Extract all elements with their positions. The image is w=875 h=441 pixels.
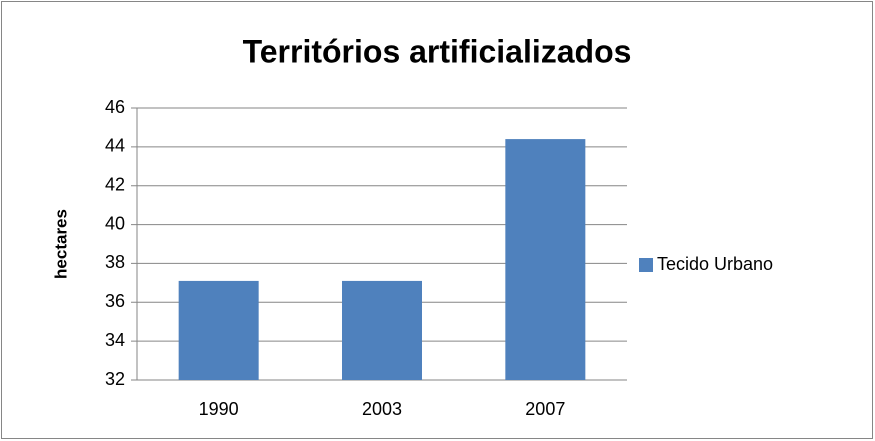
y-tick-label: 44 [105,136,125,156]
y-tick-label: 36 [105,291,125,311]
y-tick-label: 32 [105,369,125,389]
bar [178,280,259,380]
y-axis-label: hectares [51,209,70,279]
bar [342,280,422,380]
bar [505,139,586,380]
x-tick-label: 1990 [199,399,239,419]
y-tick-label: 46 [105,97,125,117]
legend-label: Tecido Urbano [657,254,773,274]
y-tick-label: 34 [105,330,125,350]
x-tick-label: 2003 [362,399,402,419]
chart-title: Territórios artificializados [243,33,632,69]
legend-swatch [639,258,653,272]
y-tick-label: 40 [105,213,125,233]
y-tick-label: 42 [105,174,125,194]
y-tick-label: 38 [105,252,125,272]
x-tick-label: 2007 [525,399,565,419]
